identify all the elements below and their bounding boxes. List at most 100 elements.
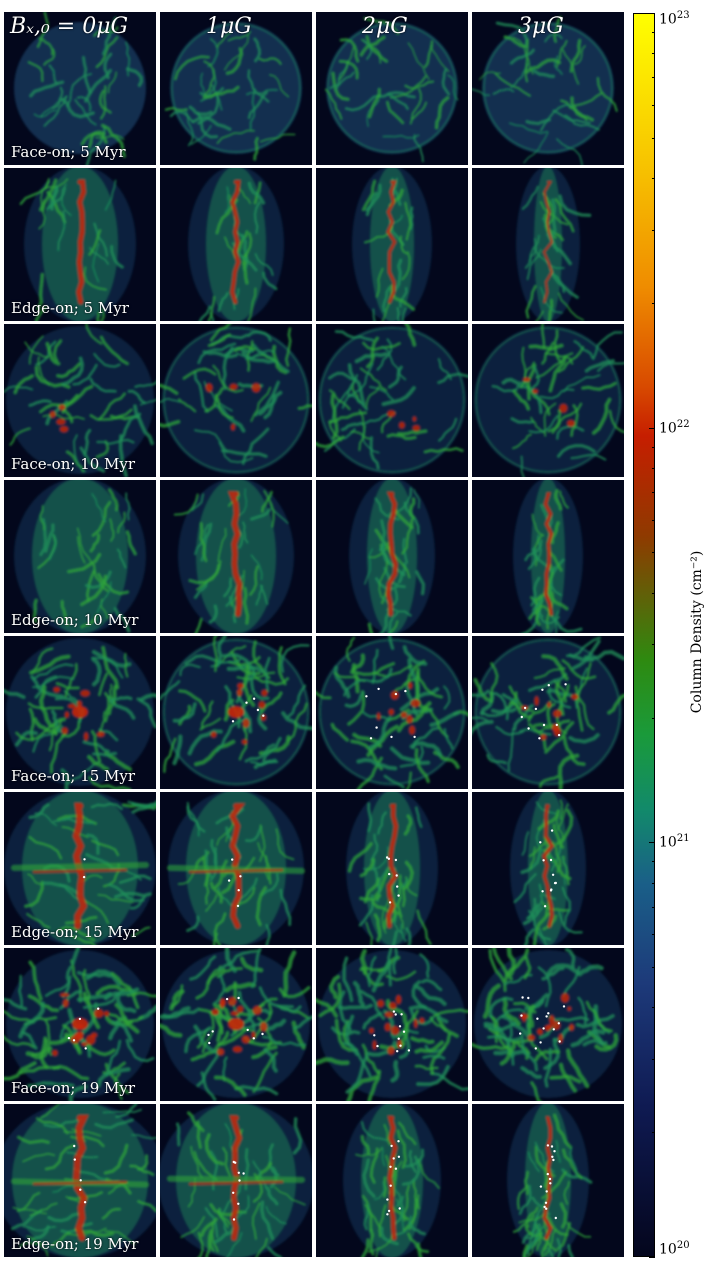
row-label: Edge-on; 15 Myr <box>11 923 139 941</box>
filament <box>363 877 381 904</box>
filament <box>262 271 278 291</box>
filament <box>216 31 232 48</box>
sink-particle <box>84 1047 87 1050</box>
filament <box>36 12 50 48</box>
density-blob <box>389 1001 397 1010</box>
filament <box>31 647 54 674</box>
sink-particle <box>554 1216 557 1220</box>
sink-particle <box>394 1013 397 1016</box>
filament <box>544 33 563 43</box>
filament <box>416 1064 450 1087</box>
filament <box>209 847 218 882</box>
filament <box>73 434 87 473</box>
filament <box>386 100 405 125</box>
filament <box>329 71 355 90</box>
filament <box>249 671 270 701</box>
filament <box>483 1021 517 1032</box>
sink-particle <box>523 706 527 710</box>
filament <box>90 802 123 811</box>
filament <box>523 928 535 945</box>
sink-particle <box>237 1171 240 1174</box>
filament <box>365 921 373 945</box>
filament <box>160 1023 183 1038</box>
filament <box>14 730 38 747</box>
filament <box>83 428 92 456</box>
filament <box>131 926 151 937</box>
filament <box>67 760 100 784</box>
density-map <box>474 324 624 477</box>
filament <box>76 527 94 565</box>
filament <box>385 999 405 1016</box>
filament <box>550 521 560 545</box>
filament <box>443 685 451 710</box>
density-panel: Face-on; 19 Myr <box>4 948 156 1101</box>
filament <box>361 1043 380 1075</box>
filament <box>4 1061 37 1081</box>
filament <box>88 776 132 789</box>
filament <box>216 129 255 144</box>
filament <box>205 1229 213 1257</box>
column-header: 3μG <box>518 14 564 39</box>
filament <box>328 974 341 1000</box>
filament <box>379 519 387 552</box>
filament <box>125 492 131 521</box>
density-map <box>167 792 305 945</box>
density-blob <box>398 421 406 429</box>
filament <box>535 310 544 321</box>
density-panel <box>160 324 312 477</box>
filament <box>359 367 388 392</box>
filament <box>201 1011 215 1054</box>
filament <box>28 707 35 742</box>
filament <box>253 758 277 770</box>
sink-particle <box>402 1030 406 1033</box>
filament <box>383 1123 391 1146</box>
colorbar-minor-tick <box>652 53 655 55</box>
filament <box>415 570 426 596</box>
filament <box>284 327 292 367</box>
filament <box>371 901 401 916</box>
filament <box>92 563 109 593</box>
filament <box>224 982 257 993</box>
filament <box>224 186 230 214</box>
density-map <box>510 792 586 945</box>
colorbar-minor-tick <box>652 467 655 469</box>
sink-particle <box>79 1179 82 1182</box>
filament <box>220 1182 242 1218</box>
density-map <box>352 168 432 321</box>
filament <box>244 825 263 843</box>
filament <box>334 1018 358 1052</box>
sink-particle <box>389 1184 392 1187</box>
filament <box>570 96 594 122</box>
filament <box>173 493 199 516</box>
filament <box>382 1176 388 1198</box>
filament <box>488 996 514 1019</box>
filament <box>360 413 388 426</box>
filament <box>182 367 217 380</box>
filament <box>70 948 81 966</box>
filament <box>414 1040 444 1054</box>
filament <box>92 242 100 283</box>
filament <box>35 340 57 366</box>
filament <box>367 622 374 633</box>
density-blob <box>53 686 61 693</box>
filament <box>331 71 350 101</box>
filament <box>388 636 395 650</box>
filament <box>250 948 262 989</box>
colorbar-minor-tick <box>652 229 655 231</box>
filament <box>523 956 532 980</box>
filament <box>553 15 562 43</box>
filament <box>186 801 200 837</box>
density-map <box>513 480 583 633</box>
filament <box>548 355 567 393</box>
sink-particle <box>375 726 378 729</box>
filament <box>399 235 408 255</box>
sink-particle <box>388 872 391 876</box>
filament <box>423 40 434 69</box>
filament <box>80 574 108 607</box>
filament <box>495 725 525 736</box>
density-blob <box>81 1041 88 1047</box>
sink-particle <box>389 1165 392 1168</box>
filament <box>213 1075 247 1097</box>
filament <box>107 488 119 512</box>
filament <box>27 873 44 886</box>
